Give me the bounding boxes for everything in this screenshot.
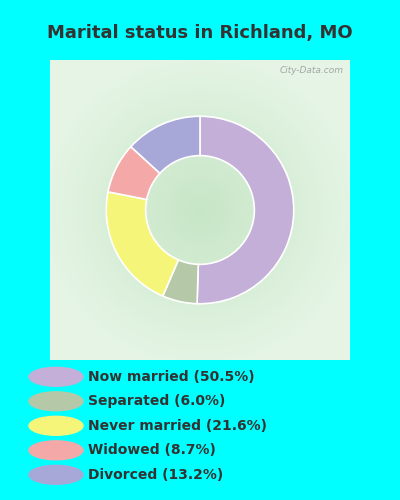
Text: Never married (21.6%): Never married (21.6%) bbox=[88, 419, 267, 433]
Text: Marital status in Richland, MO: Marital status in Richland, MO bbox=[47, 24, 353, 42]
Wedge shape bbox=[197, 116, 294, 304]
Circle shape bbox=[29, 466, 83, 484]
Text: Divorced (13.2%): Divorced (13.2%) bbox=[88, 468, 223, 482]
Text: City-Data.com: City-Data.com bbox=[280, 66, 344, 75]
Circle shape bbox=[29, 392, 83, 411]
Text: Now married (50.5%): Now married (50.5%) bbox=[88, 370, 255, 384]
Text: Separated (6.0%): Separated (6.0%) bbox=[88, 394, 225, 408]
Text: Widowed (8.7%): Widowed (8.7%) bbox=[88, 444, 216, 458]
Wedge shape bbox=[106, 192, 178, 296]
Circle shape bbox=[29, 441, 83, 460]
Wedge shape bbox=[163, 260, 198, 304]
Wedge shape bbox=[108, 146, 160, 200]
Circle shape bbox=[29, 416, 83, 435]
Wedge shape bbox=[131, 116, 200, 173]
Circle shape bbox=[29, 368, 83, 386]
